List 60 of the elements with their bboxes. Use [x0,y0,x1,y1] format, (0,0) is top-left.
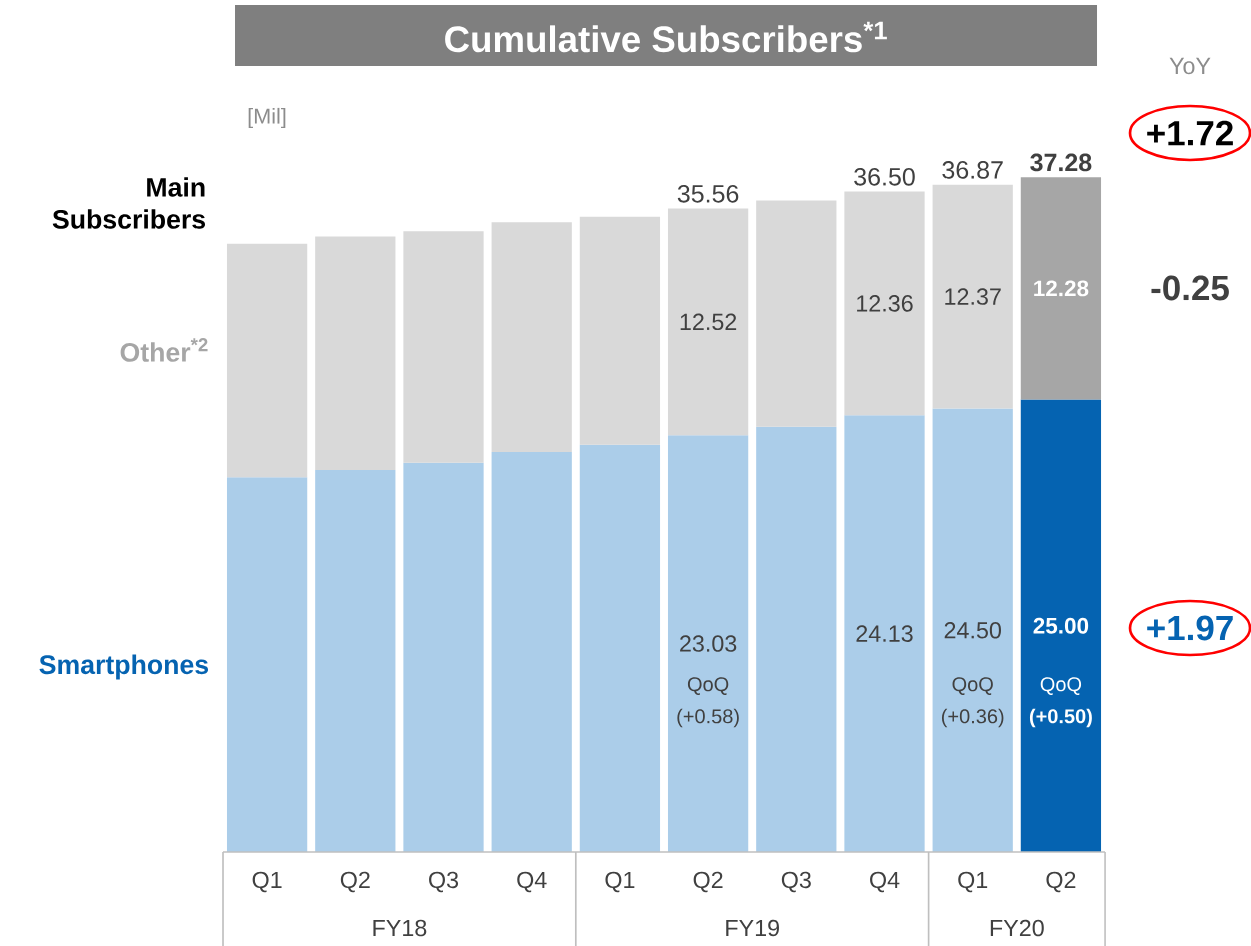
bar [756,426,837,852]
bar [932,408,1013,852]
bar [403,231,484,463]
bar [1020,177,1102,400]
chart-title: Cumulative Subscribers$^{*1}$ [445,21,887,53]
annotation: QoQ [952,677,993,695]
data-label: 12.28 [1034,280,1089,297]
data-label: 24.13 [856,625,913,642]
text: +1.97 [1147,615,1233,641]
x-tick-label: Q2 [340,871,370,893]
bar [844,415,925,852]
text: FY19 [726,919,779,937]
bar [579,216,661,445]
bar [491,222,572,452]
data-label: 12.52 [680,313,737,331]
x-tick-label: Q2 [1046,871,1076,893]
bar [315,470,396,852]
text: +1.72 [1147,120,1233,146]
annotation: (+0.50) [1029,708,1092,728]
total-label: 36.87 [942,161,1003,179]
bar [756,200,837,427]
text: YoY [1169,57,1211,75]
bar [579,444,661,852]
annotation: (+0.58) [677,708,739,728]
data-label: 24.50 [944,622,1001,639]
data-label: 12.37 [945,288,1001,305]
data-label: 23.03 [680,635,737,652]
bar [491,451,572,852]
bar [226,243,308,478]
text: FY18 [373,919,427,937]
x-tick-label: Q4 [517,871,547,893]
annotation: QoQ [687,677,729,695]
bar [667,435,749,852]
annotation: QoQ [1040,677,1082,695]
total-label: 35.56 [677,184,739,203]
text: -0.25 [1151,275,1229,301]
data-label: 25.00 [1033,617,1089,634]
text: Main Subscribers [52,177,206,229]
text: FY20 [990,919,1044,937]
x-tick-label: Q3 [781,871,811,893]
bar [1020,399,1102,852]
total-label: 37.28 [1030,153,1092,172]
bar [667,208,749,436]
series-label: Smartphones [39,654,209,680]
x-tick-label: Q3 [429,871,459,893]
series-label: Other$^{*2}$ [120,338,208,362]
total-label: 36.50 [854,167,915,186]
x-tick-label: Q4 [870,871,900,893]
bar [315,236,396,471]
x-tick-label: Q2 [693,871,723,893]
bar [932,184,1013,409]
annotation: (+0.36) [941,708,1004,728]
x-tick-label: Q1 [252,871,282,893]
bar [226,477,308,852]
data-label: 12.36 [857,295,913,312]
bar [403,462,484,852]
bar [844,191,925,416]
text: [Mil] [248,107,286,129]
x-tick-label: Q1 [605,871,635,893]
x-tick-label: Q1 [958,871,988,893]
